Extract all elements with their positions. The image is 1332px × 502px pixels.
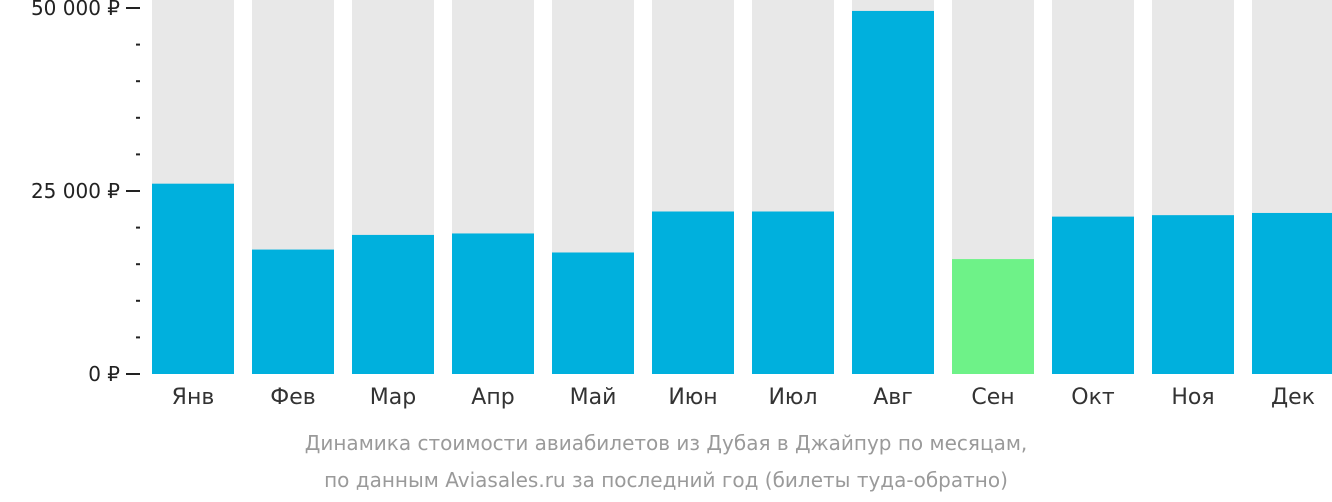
bar bbox=[1052, 216, 1134, 374]
bar bbox=[552, 252, 634, 374]
bar bbox=[252, 249, 334, 374]
bar bbox=[152, 183, 234, 374]
chart-caption-line-2: по данным Aviasales.ru за последний год … bbox=[324, 468, 1008, 492]
x-tick-label: Фев bbox=[270, 385, 315, 410]
x-tick-label: Окт bbox=[1071, 385, 1115, 410]
x-tick-label: Авг bbox=[873, 385, 913, 410]
bar bbox=[452, 233, 534, 374]
bar bbox=[952, 259, 1034, 374]
x-tick-label: Ноя bbox=[1171, 385, 1214, 410]
bar bbox=[652, 211, 734, 374]
bar bbox=[1252, 212, 1332, 374]
bar bbox=[852, 10, 934, 374]
x-tick-label: Сен bbox=[971, 385, 1014, 410]
chart-caption-line-1: Динамика стоимости авиабилетов из Дубая … bbox=[304, 431, 1028, 455]
bar bbox=[1152, 215, 1234, 374]
x-tick-label: Май bbox=[570, 385, 617, 410]
y-tick-label: 0 ₽ bbox=[88, 362, 120, 386]
y-tick-label: 25 000 ₽ bbox=[31, 179, 120, 203]
bar bbox=[752, 211, 834, 374]
y-tick-label: 50 000 ₽ bbox=[31, 0, 120, 20]
bar bbox=[352, 234, 434, 374]
x-tick-label: Июн bbox=[668, 385, 717, 410]
x-tick-label: Апр bbox=[471, 385, 514, 410]
x-tick-label: Июл bbox=[768, 385, 817, 410]
x-tick-label: Мар bbox=[370, 385, 416, 410]
x-tick-label: Дек bbox=[1271, 385, 1315, 410]
x-tick-label: Янв bbox=[172, 385, 215, 410]
